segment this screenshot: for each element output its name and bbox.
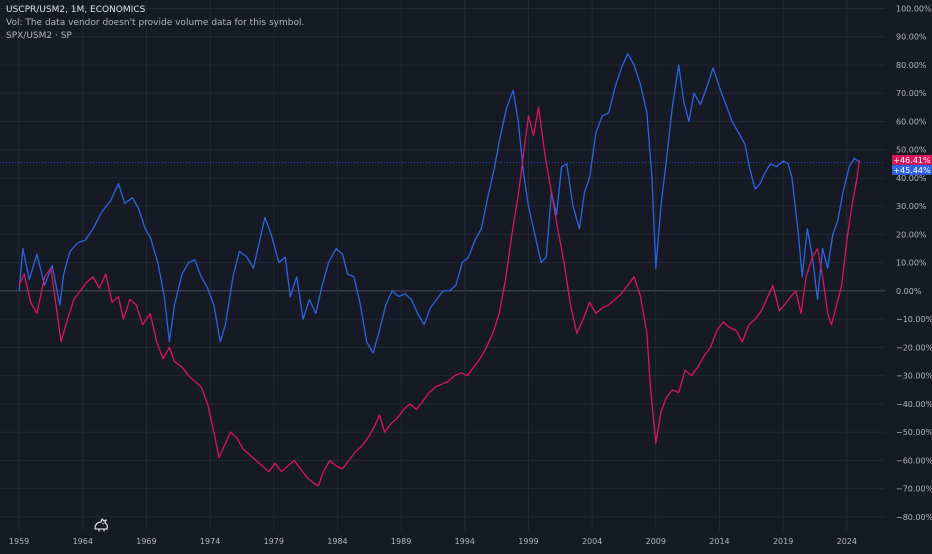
- x-tick-label: 2019: [773, 537, 793, 546]
- y-tick-label: −40.00%: [896, 400, 932, 409]
- x-tick-label: 1989: [391, 537, 411, 546]
- y-tick-label: 40.00%: [896, 174, 927, 183]
- x-tick-label: 1994: [455, 537, 475, 546]
- y-tick-label: −20.00%: [896, 343, 932, 352]
- x-tick-label: 2009: [646, 537, 666, 546]
- x-tick-label: 1974: [200, 537, 220, 546]
- y-tick-label: 70.00%: [896, 89, 927, 98]
- y-tick-label: 30.00%: [896, 202, 927, 211]
- y-tick-label: −50.00%: [896, 428, 932, 437]
- y-tick-label: −60.00%: [896, 456, 932, 465]
- volume-note: Vol: The data vendor doesn't provide vol…: [6, 18, 305, 28]
- x-tick-label: 1969: [136, 537, 156, 546]
- series-line-0[interactable]: [18, 53, 860, 354]
- overlay-symbol[interactable]: SPX/USM2 · SP: [6, 31, 72, 41]
- x-tick-label: 2024: [837, 537, 857, 546]
- x-tick-label: 1959: [9, 537, 29, 546]
- y-tick-label: −10.00%: [896, 315, 932, 324]
- series-line-1[interactable]: [18, 106, 861, 487]
- y-tick-label: 20.00%: [896, 230, 927, 239]
- x-tick-label: 1964: [73, 537, 93, 546]
- y-tick-label: −30.00%: [896, 372, 932, 381]
- y-tick-label: 10.00%: [896, 259, 927, 268]
- last-value-label-0: +45.44%: [893, 166, 931, 175]
- y-tick-label: 80.00%: [896, 61, 927, 70]
- x-tick-label: 2014: [709, 537, 729, 546]
- y-tick-label: 60.00%: [896, 117, 927, 126]
- x-tick-label: 2004: [582, 537, 602, 546]
- y-tick-label: −80.00%: [896, 513, 932, 522]
- y-tick-label: 90.00%: [896, 33, 927, 42]
- y-tick-label: −70.00%: [896, 485, 932, 494]
- last-value-label-1: +46.41%: [893, 156, 931, 165]
- tradingview-logo-icon[interactable]: [92, 514, 112, 534]
- x-tick-label: 1984: [327, 537, 347, 546]
- last-value-badge-1: [892, 154, 932, 165]
- symbol-title[interactable]: USCPR/USM2, 1M, ECONOMICS: [6, 5, 146, 15]
- x-tick-label: 1999: [518, 537, 538, 546]
- x-tick-label: 1979: [264, 537, 284, 546]
- y-tick-label: 50.00%: [896, 146, 927, 155]
- chart-legend-header: USCPR/USM2, 1M, ECONOMICS Vol: The data …: [6, 4, 304, 43]
- y-tick-label: 100.00%: [896, 4, 932, 13]
- last-value-badge-0: [892, 164, 932, 175]
- y-tick-label: 0.00%: [896, 287, 922, 296]
